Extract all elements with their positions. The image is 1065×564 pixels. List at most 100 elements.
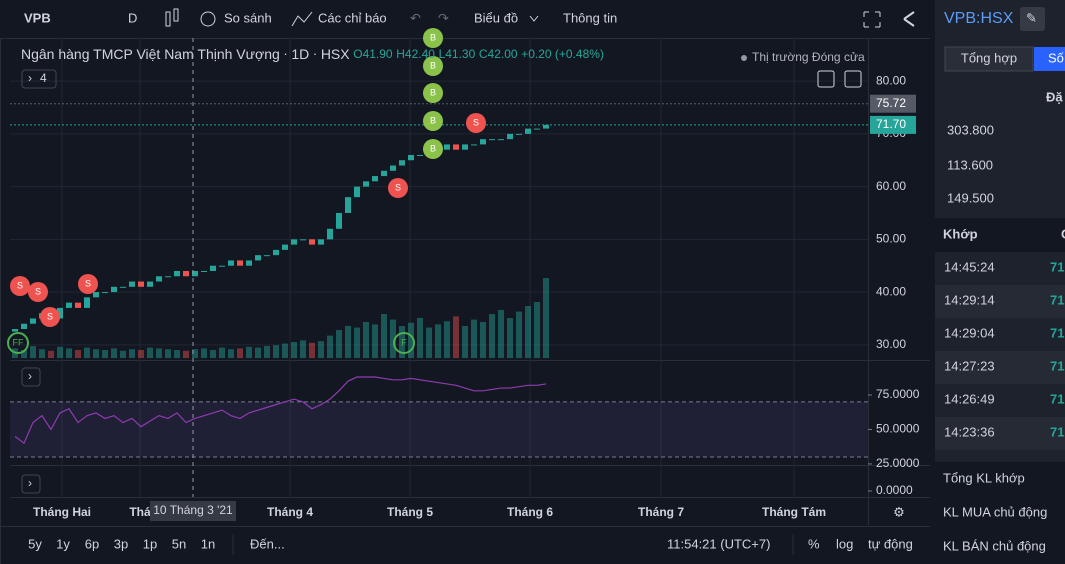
pane-btn[interactable] <box>21 367 41 387</box>
volume-bar <box>507 318 513 358</box>
range-btn[interactable]: 3p <box>114 536 128 551</box>
rsi-band <box>10 401 868 458</box>
volume-bar <box>291 342 297 358</box>
candle <box>300 239 306 241</box>
range-btn[interactable]: 5n <box>172 536 186 551</box>
row-bg <box>935 285 1065 318</box>
share[interactable] <box>903 11 915 27</box>
edit-btn[interactable] <box>1020 7 1045 31</box>
log[interactable]: log <box>836 536 853 551</box>
volume-bar <box>435 324 441 358</box>
volume-bar <box>39 349 45 358</box>
volume-bar <box>138 350 144 358</box>
toolbar <box>0 0 930 38</box>
candle <box>417 154 423 156</box>
edit-icon: ✎ <box>1026 10 1037 25</box>
redo[interactable]: ↷ <box>438 10 449 25</box>
candle <box>516 133 522 135</box>
range-btn[interactable]: 1p <box>143 536 157 551</box>
info[interactable]: Thông tin <box>563 10 617 25</box>
tab-label[interactable]: Tổng hợp <box>961 50 1017 65</box>
x-tick-label: Tháng Tám <box>762 505 826 519</box>
panel-gap <box>930 0 935 564</box>
volume-bar <box>273 345 279 358</box>
status: Thị trường Đóng cửa <box>752 50 865 64</box>
candle <box>390 165 396 171</box>
legend-part: L41.30 <box>439 47 476 61</box>
time: 14:27:23 <box>944 358 995 373</box>
signal-label: S <box>395 182 401 192</box>
legend-part: O41.90 <box>353 47 393 61</box>
auto[interactable]: tự động <box>868 536 913 551</box>
plus-icon[interactable] <box>200 11 216 27</box>
percent[interactable]: % <box>808 536 820 551</box>
candle <box>453 144 459 150</box>
tab[interactable] <box>1034 47 1065 71</box>
candle <box>372 176 378 182</box>
price-tag <box>870 94 916 113</box>
volume-bar <box>363 322 369 358</box>
symbol[interactable]: VPB <box>24 10 51 25</box>
candle-icon[interactable] <box>165 8 179 27</box>
volume-bar <box>201 348 207 358</box>
pane-btn[interactable] <box>21 474 41 494</box>
fullscreen[interactable] <box>863 11 881 28</box>
legend-part: 1D <box>291 46 309 62</box>
compare[interactable]: So sánh <box>224 10 272 25</box>
legend: Ngân hàng TMCP Việt Nam Thịnh Vượng · 1D… <box>21 46 604 62</box>
candle <box>156 276 162 282</box>
collapse-btn[interactable] <box>21 69 57 89</box>
goto[interactable]: Đến... <box>250 536 285 551</box>
range-btn[interactable]: 1n <box>201 536 215 551</box>
ind-icon[interactable] <box>291 11 313 27</box>
pane-arrow: › <box>28 369 32 383</box>
candle <box>291 239 297 245</box>
x-tick-label: Tháng 5 <box>387 505 433 519</box>
x-tick-label: Tháng 4 <box>267 505 313 519</box>
time: 14:26:49 <box>944 391 995 406</box>
candle <box>66 302 72 308</box>
rsi-tick-label: 75.0000 <box>876 387 920 401</box>
signal-label: B <box>430 87 436 97</box>
stat: 149.500 <box>947 190 994 205</box>
stat: 113.600 <box>947 157 993 172</box>
signal-label: S <box>473 117 479 127</box>
volume-bar <box>534 302 540 358</box>
range-btn[interactable]: 5y <box>28 536 42 551</box>
volume-bar <box>408 322 414 358</box>
btn[interactable] <box>817 70 835 88</box>
candle <box>408 154 414 161</box>
chart-menu[interactable]: Biểu đồ <box>474 10 518 25</box>
legend-part: +0.20 (+0.48%) <box>521 47 604 61</box>
signal-label: S <box>17 280 23 290</box>
candle <box>165 276 171 278</box>
volume-bar <box>453 316 459 358</box>
status-dot <box>741 55 747 61</box>
x-tick-label: Tháng 6 <box>507 505 553 519</box>
interval[interactable]: D <box>128 10 137 25</box>
volume-bar <box>462 326 468 358</box>
volume-bar <box>93 349 99 358</box>
candle <box>399 160 405 166</box>
range-btn[interactable]: 6p <box>85 536 99 551</box>
volume-bar <box>57 346 63 358</box>
tab[interactable] <box>944 46 1034 72</box>
tab-label[interactable]: Số <box>1048 50 1064 65</box>
volume-bar <box>426 327 432 358</box>
range-btn[interactable]: 1y <box>56 536 70 551</box>
y-tick-label: 40.00 <box>876 284 906 298</box>
volume-bar <box>156 348 162 358</box>
undo[interactable]: ↶ <box>410 10 421 25</box>
volume-bar <box>237 348 243 358</box>
volume-bar <box>417 318 423 358</box>
btn[interactable] <box>844 70 862 88</box>
volume-bar <box>399 326 405 358</box>
indicators[interactable]: Các chỉ báo <box>318 10 387 25</box>
y-tick-label: 50.00 <box>876 232 906 246</box>
candle <box>309 239 315 245</box>
panel-symbol[interactable]: VPB:HSX <box>944 10 1014 27</box>
time: 14:29:14 <box>944 292 995 307</box>
crosshair-tag <box>150 501 236 521</box>
candle <box>318 239 324 245</box>
